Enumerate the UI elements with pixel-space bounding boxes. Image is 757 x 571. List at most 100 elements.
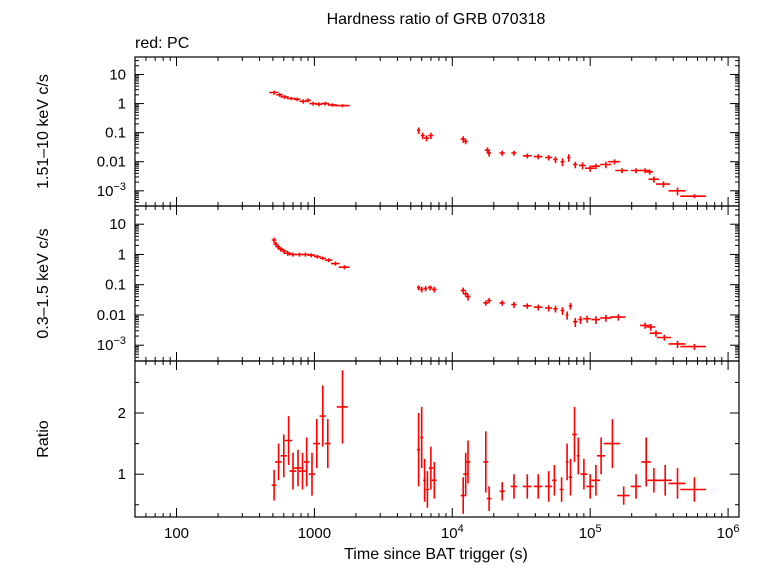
data-point (511, 301, 517, 308)
y-axis-label-hard: 1.51–10 keV c/s (35, 74, 52, 189)
data-point (423, 286, 428, 292)
data-point (486, 298, 492, 304)
data-point (680, 343, 706, 350)
data-point (585, 165, 595, 172)
data-point (591, 163, 601, 170)
data-point (428, 132, 434, 140)
data-point (511, 150, 517, 156)
y-tick-label: 0.1 (105, 277, 126, 294)
data-point (307, 253, 315, 258)
data-point (319, 385, 326, 447)
data-point (559, 477, 564, 502)
data-point (269, 90, 279, 95)
y-tick-label: 10−3 (97, 181, 126, 200)
legend-label: red: PC (135, 35, 189, 52)
data-point (597, 437, 605, 475)
data-point (417, 413, 421, 487)
data-point (431, 286, 437, 293)
data-point (293, 449, 302, 487)
data-point (499, 482, 505, 501)
data-point (553, 305, 558, 313)
data-point (657, 334, 671, 341)
data-point (321, 101, 330, 106)
data-point (460, 477, 466, 514)
data-point (420, 286, 424, 293)
data-point (308, 452, 315, 496)
y-tick-label: 10 (109, 67, 126, 84)
panels: 10 1 0.1 0.01 10−3 1.51–10 keV c/s10 1 0.1 0.01 1… (35, 56, 740, 542)
data-point (615, 168, 628, 174)
data-point (486, 486, 492, 511)
y-tick-label: 1 (118, 246, 126, 263)
x-tick-label: 104 (441, 523, 464, 542)
data-point (580, 458, 588, 490)
data-point (610, 314, 626, 321)
data-point (533, 474, 543, 499)
data-point (573, 161, 578, 169)
data-point (280, 95, 289, 99)
data-point (487, 150, 491, 157)
data-point (640, 168, 650, 174)
data-point (324, 258, 333, 263)
data-point (668, 468, 686, 499)
data-point (338, 265, 350, 270)
data-point (600, 314, 612, 322)
data-point (630, 474, 641, 499)
data-point (533, 154, 543, 160)
x-tick-label: 106 (717, 523, 740, 542)
data-point (565, 443, 569, 481)
y-tick-label: 1 (118, 96, 126, 113)
data-point (284, 416, 293, 465)
data-point (608, 159, 621, 165)
y-tick-label: 10−3 (97, 335, 126, 354)
panel-frame (134, 360, 740, 518)
data-point (424, 135, 429, 142)
data-point (522, 474, 532, 499)
data-point (568, 458, 573, 496)
data-point (460, 136, 466, 143)
y-tick-label: 0.01 (97, 154, 126, 171)
data-point (680, 194, 706, 199)
data-point (545, 305, 553, 312)
data-point (573, 317, 578, 327)
data-point (431, 461, 437, 499)
data-point (336, 370, 348, 444)
data-point (331, 261, 340, 266)
data-point (648, 176, 659, 183)
data-point (572, 406, 577, 462)
data-point (646, 324, 655, 331)
y-tick-label: 0.1 (105, 125, 126, 142)
data-point (276, 93, 283, 97)
data-point (499, 300, 505, 306)
data-point (289, 452, 297, 490)
data-point (576, 437, 580, 475)
data-point (313, 254, 321, 259)
data-point (427, 285, 433, 291)
data-point (319, 256, 326, 261)
data-point (283, 251, 292, 256)
panel-hard: 10 1 0.1 0.01 10−3 1.51–10 keV c/s (35, 56, 740, 207)
y-axis-label-soft: 0.3–1.5 keV c/s (35, 228, 52, 338)
data-point (560, 307, 565, 315)
data-point (309, 101, 317, 106)
x-tick-label: 1000 (298, 525, 331, 542)
data-point (299, 99, 307, 104)
data-point (567, 154, 571, 162)
data-point (668, 340, 686, 349)
data-point (630, 168, 641, 174)
data-point (522, 153, 532, 159)
data-point (304, 437, 310, 487)
data-point (668, 187, 686, 196)
x-axis-label: Time since BAT trigger (s) (344, 546, 528, 563)
data-point (334, 104, 350, 108)
data-point (483, 300, 489, 306)
data-point (649, 330, 662, 337)
data-point (591, 316, 601, 324)
data-point (275, 443, 282, 481)
data-point (510, 474, 518, 499)
data-point (417, 127, 421, 134)
data-point (293, 97, 301, 102)
